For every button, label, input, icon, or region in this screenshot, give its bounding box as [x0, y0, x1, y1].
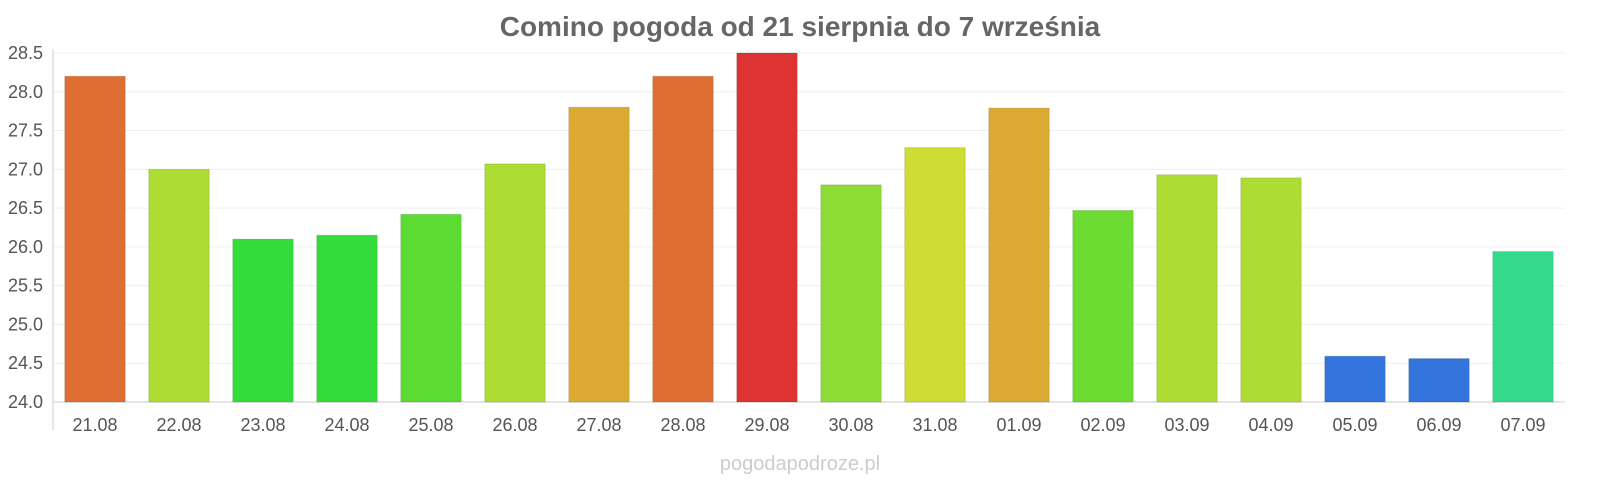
x-axis-tick-labels: 21.08 22.08 23.08 24.08 25.08 26.08 27.08 28.08… [72, 415, 1545, 435]
x-tick-label: 24.08 [324, 415, 369, 435]
bar-04.09 [1240, 177, 1302, 403]
x-tick-label: 01.09 [996, 415, 1041, 435]
x-tick-label: 05.09 [1332, 415, 1377, 435]
axes [52, 49, 1565, 430]
y-tick-label: 27.0 [8, 159, 43, 179]
bar-21.08 [64, 75, 126, 403]
x-tick-label: 03.09 [1164, 415, 1209, 435]
bar-01.09 [988, 107, 1050, 403]
bar-31.08 [904, 147, 966, 403]
x-tick-label: 28.08 [660, 415, 705, 435]
bar-02.09 [1072, 209, 1134, 403]
y-tick-label: 28.0 [8, 82, 43, 102]
x-tick-label: 23.08 [240, 415, 285, 435]
x-tick-label: 25.08 [408, 415, 453, 435]
x-tick-label: 04.09 [1248, 415, 1293, 435]
y-tick-label: 25.5 [8, 276, 43, 296]
x-tick-label: 30.08 [828, 415, 873, 435]
x-tick-label: 22.08 [156, 415, 201, 435]
bar-23.08 [232, 238, 294, 403]
x-tick-label: 02.09 [1080, 415, 1125, 435]
y-axis-tick-labels: 24.0 24.5 25.0 25.5 26.0 26.5 27.0 27.5 28.0 28.5 [8, 43, 43, 412]
chart-title: Comino pogoda od 21 sierpnia do 7 wrześn… [500, 11, 1101, 42]
bar-07.09 [1492, 251, 1554, 403]
y-tick-label: 24.5 [8, 353, 43, 373]
x-tick-label: 29.08 [744, 415, 789, 435]
bar-22.08 [148, 168, 210, 403]
y-tick-label: 24.0 [8, 392, 43, 412]
bar-26.08 [484, 163, 546, 403]
bar-05.09 [1324, 355, 1386, 403]
bar-30.08 [820, 184, 882, 403]
bar-03.09 [1156, 174, 1218, 403]
y-tick-label: 28.5 [8, 43, 43, 63]
bar-28.08 [652, 75, 714, 403]
x-tick-label: 07.09 [1500, 415, 1545, 435]
bars [64, 52, 1554, 403]
watermark: pogodapodroze.pl [720, 453, 880, 475]
y-tick-label: 26.5 [8, 198, 43, 218]
x-tick-label: 06.09 [1416, 415, 1461, 435]
bar-25.08 [400, 213, 462, 403]
bar-24.08 [316, 234, 378, 403]
x-tick-label: 27.08 [576, 415, 621, 435]
x-tick-label: 31.08 [912, 415, 957, 435]
y-tick-label: 27.5 [8, 121, 43, 141]
bar-29.08 [736, 52, 798, 403]
bar-27.08 [568, 106, 630, 403]
y-tick-label: 26.0 [8, 237, 43, 257]
x-tick-label: 26.08 [492, 415, 537, 435]
x-tick-label: 21.08 [72, 415, 117, 435]
bar-06.09 [1408, 358, 1470, 403]
grid-lines [53, 52, 1565, 364]
y-tick-label: 25.0 [8, 314, 43, 334]
